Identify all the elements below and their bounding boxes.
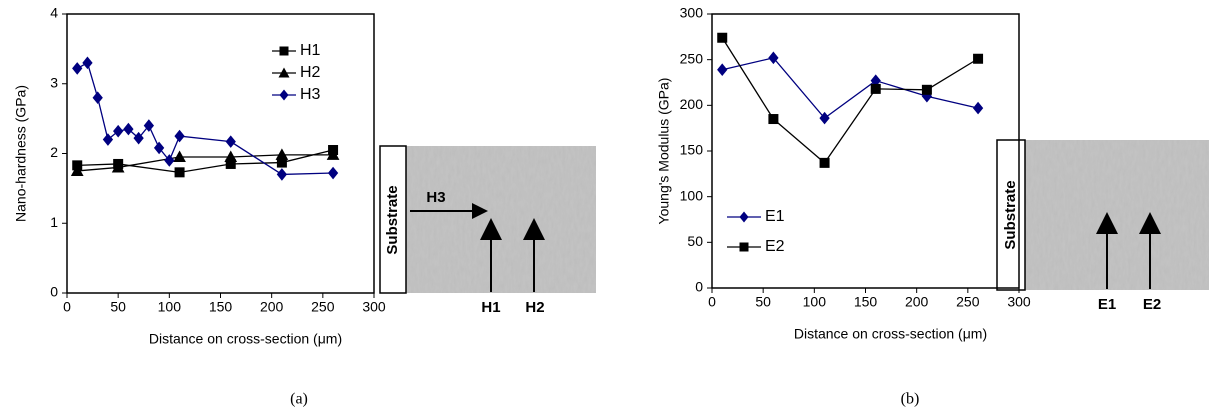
marker	[275, 148, 289, 160]
marker	[326, 148, 340, 160]
caption: (a)	[290, 391, 308, 408]
marker	[123, 122, 134, 136]
marker	[768, 114, 779, 125]
legend-label: E1	[765, 208, 785, 225]
series-line	[721, 37, 979, 164]
x-tick-label: 0	[708, 294, 716, 310]
annotation: E1	[1098, 296, 1116, 313]
marker	[717, 32, 728, 43]
plot-frame	[66, 13, 375, 294]
x-tick-label: 100	[158, 299, 182, 315]
marker	[153, 141, 165, 155]
y-tick-label: 250	[680, 50, 704, 66]
legend-label: H3	[300, 86, 321, 103]
y-tick-label: 200	[680, 96, 704, 112]
marker	[870, 83, 881, 94]
caption: (b)	[901, 391, 920, 408]
insets	[379, 139, 1209, 294]
marker	[113, 124, 124, 138]
marker	[973, 53, 984, 64]
y-axis-label: Young's Modulus (GPa)	[656, 78, 672, 225]
y-tick-label: 0	[695, 279, 703, 295]
annotation: E2	[1143, 296, 1161, 313]
marker	[92, 91, 103, 104]
marker	[174, 129, 185, 143]
series-line	[722, 57, 979, 120]
annotation: Substrate	[1002, 180, 1019, 249]
legend-marker	[278, 67, 290, 78]
marker	[133, 131, 144, 145]
marker	[72, 62, 83, 75]
marker	[82, 56, 93, 70]
x-tick-label: 150	[854, 294, 878, 310]
series-line	[76, 61, 334, 176]
y-tick-label: 100	[680, 187, 704, 203]
marker	[921, 84, 932, 95]
x-tick-label: 300	[362, 299, 386, 315]
series-line	[77, 149, 334, 173]
x-tick-label: 300	[1007, 294, 1031, 310]
marker	[143, 119, 155, 132]
marker	[327, 166, 339, 180]
y-tick-label: 3	[50, 74, 58, 90]
marker	[819, 157, 830, 168]
x-tick-label: 250	[311, 299, 335, 315]
marker	[224, 150, 238, 162]
annotation: H2	[525, 299, 544, 316]
marker	[276, 168, 288, 181]
y-tick-label: 2	[50, 144, 58, 160]
marker	[111, 160, 125, 173]
y-tick-label: 0	[50, 284, 58, 300]
marker	[717, 63, 728, 77]
annotation: H3	[426, 189, 445, 206]
marker	[225, 135, 236, 148]
legend-marker	[739, 242, 749, 252]
x-axis-label: Distance on cross-section (μm)	[794, 326, 987, 342]
legend-marker	[279, 89, 289, 101]
legend-label: H1	[300, 42, 321, 59]
y-tick-label: 4	[50, 5, 58, 21]
legend-label: E2	[765, 238, 785, 255]
chart: 0 1 2 3 4 0 50 100 150 200 250 300 Distance on cross…	[13, 5, 545, 408]
y-tick-label: 50	[687, 233, 703, 249]
annotation: H1	[481, 299, 500, 316]
marker	[164, 154, 175, 167]
marker	[70, 164, 84, 176]
marker	[174, 167, 185, 178]
x-tick-label: 200	[260, 299, 284, 315]
micrograph-b	[996, 139, 1209, 291]
x-tick-label: 50	[755, 294, 771, 310]
x-tick-label: 150	[209, 299, 233, 315]
marker	[819, 111, 830, 125]
legend-label: H2	[300, 64, 321, 81]
x-tick-label: 100	[803, 294, 827, 310]
legend-marker	[739, 211, 749, 223]
y-tick-label: 300	[680, 5, 704, 21]
marker	[102, 133, 114, 146]
x-tick-label: 200	[905, 294, 929, 310]
y-tick-label: 150	[680, 142, 704, 158]
y-tick-label: 1	[50, 214, 58, 230]
x-axis-label: Distance on cross-section (μm)	[149, 331, 342, 347]
marker	[768, 51, 779, 65]
y-axis-label: Nano-hardness (GPa)	[13, 85, 29, 222]
legend-marker	[279, 46, 289, 56]
annotation: Substrate	[384, 185, 401, 254]
marker	[173, 150, 186, 162]
x-tick-label: 50	[110, 299, 126, 315]
chart: 0 50 100 150 200 250 300 0 50 100 150 200 250 300 Dist…	[656, 5, 1161, 408]
x-tick-label: 250	[956, 294, 980, 310]
micrograph-a	[379, 145, 596, 294]
x-tick-label: 0	[63, 299, 71, 315]
series-line	[77, 154, 334, 172]
marker	[972, 101, 984, 115]
